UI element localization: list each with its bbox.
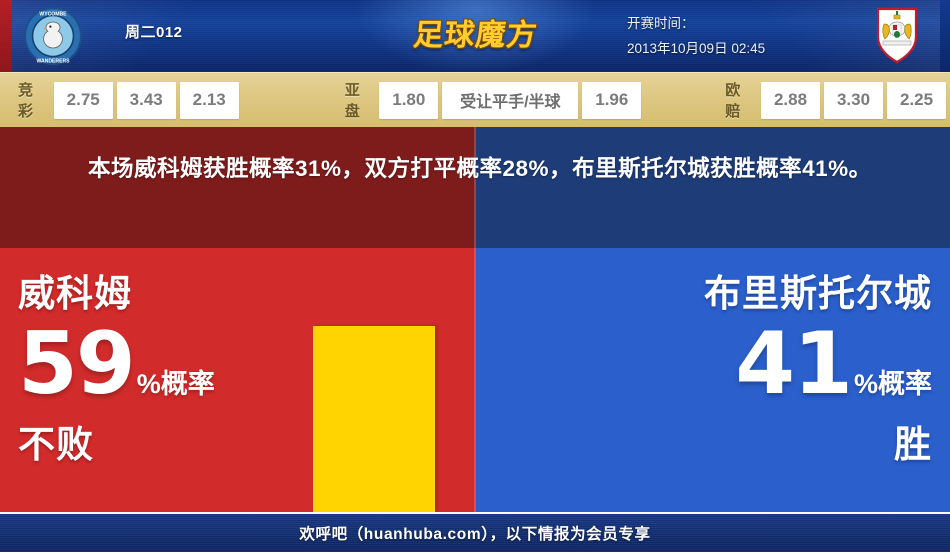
odds-group-jingcai: 竞彩 2.75 3.43 2.13 [18,79,243,121]
odds-bar: 竞彩 2.75 3.43 2.13 亚盘 1.80 受让平手/半球 1.96 欧… [0,72,950,127]
odds-value-oupei-home[interactable]: 2.88 [761,81,820,119]
home-panel-top-band [0,127,475,248]
bar-home-probability [313,326,435,512]
away-outcome-label: 胜 [894,424,932,465]
svg-text:WANDERERS: WANDERERS [36,59,70,65]
match-number: 周二012 [125,24,183,41]
odds-group-label: 欧赔 [725,82,741,120]
away-panel-bottom-band [475,248,950,512]
site-logo: 足球魔方 [403,10,548,62]
home-probability-suffix: %概率 [136,369,215,399]
header-edge-right [940,0,950,72]
away-team-panel: 布里斯托尔城 41 %概率 胜 [475,127,950,512]
wycombe-wanderers-badge: WYCOMBE WANDERERS [22,5,84,67]
home-team-name: 威科姆 [18,273,132,314]
odds-value-oupei-draw[interactable]: 3.30 [824,81,883,119]
away-panel-top-band [475,127,950,248]
odds-value-jingcai-home[interactable]: 2.75 [53,81,113,119]
away-team-name: 布里斯托尔城 [704,273,932,314]
footer-text: 欢呼吧（huanhuba.com），以下情报为会员专享 [299,526,651,543]
odds-group-oupei: 欧赔 2.88 3.30 2.25 [725,79,950,121]
svg-text:WYCOMBE: WYCOMBE [39,11,67,17]
bristol-city-badge [866,5,928,67]
odds-value-yapan-handicap[interactable]: 受让平手/半球 [442,81,579,119]
away-probability-row: 41 %概率 [704,320,932,408]
odds-value-yapan-home[interactable]: 1.80 [379,81,439,119]
odds-group-yapan: 亚盘 1.80 受让平手/半球 1.96 [345,79,646,121]
home-team-panel: 威科姆 59 %概率 不败 [0,127,475,512]
odds-value-jingcai-away[interactable]: 2.13 [179,81,239,119]
odds-value-yapan-away[interactable]: 1.96 [582,81,642,119]
away-probability-suffix: %概率 [853,369,932,399]
site-logo-text: 足球魔方 [411,18,540,53]
header-bar: WYCOMBE WANDERERS 周二012 足球魔方 开赛时间： 2013年… [0,0,950,72]
odds-group-label: 亚盘 [344,82,360,120]
kickoff-label: 开赛时间： [627,16,695,31]
panel-divider [474,127,476,512]
odds-group-label: 竞彩 [18,82,34,120]
odds-value-jingcai-draw[interactable]: 3.43 [116,81,176,119]
away-probability-value: 41 [735,314,853,414]
header-edge-left [0,0,12,72]
kickoff-value: 2013年10月09日 02:45 [627,41,766,56]
away-team-textblock: 布里斯托尔城 41 %概率 胜 [704,272,932,468]
home-probability-value: 59 [18,314,136,414]
home-team-textblock: 威科姆 59 %概率 不败 [18,272,215,468]
odds-value-oupei-away[interactable]: 2.25 [887,81,946,119]
probability-panels: 威科姆 59 %概率 不败 布里斯托尔城 41 %概率 胜 [0,127,950,512]
home-outcome-label: 不败 [18,424,94,465]
home-probability-row: 59 %概率 [18,320,215,408]
footer-bar: 欢呼吧（huanhuba.com），以下情报为会员专享 [0,512,950,552]
kickoff-time-block: 开赛时间： 2013年10月09日 02:45 [627,11,842,61]
